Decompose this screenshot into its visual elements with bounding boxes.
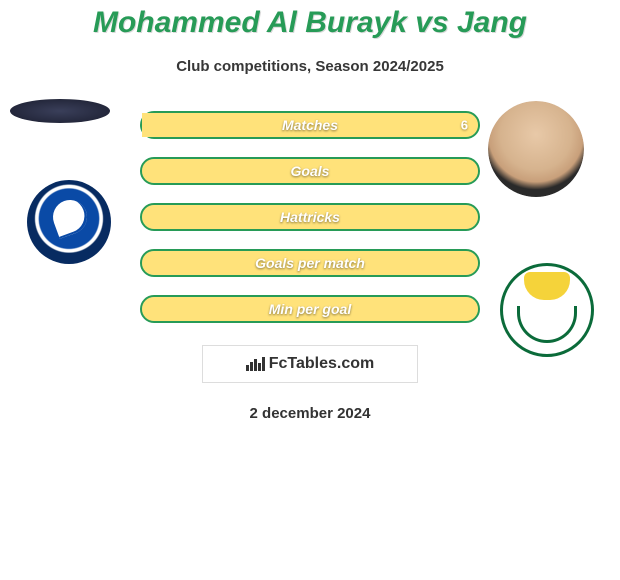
club-left-logo <box>20 173 118 271</box>
player-right-avatar <box>488 101 584 197</box>
club-right-logo <box>498 261 596 359</box>
stat-bars: 6 Matches Goals Hattricks Goals per match Min… <box>140 111 480 323</box>
player-left-avatar <box>10 99 110 123</box>
stat-label: Hattricks <box>280 209 340 225</box>
page-title: Mohammed Al Burayk vs Jang <box>0 0 620 40</box>
stat-bar: Goals <box>140 157 480 185</box>
comparison-chart: 6 Matches Goals Hattricks Goals per match Min… <box>0 111 620 323</box>
stat-value-right: 6 <box>461 118 468 133</box>
branding-badge: FcTables.com <box>202 345 418 383</box>
branding-text: FcTables.com <box>269 355 375 373</box>
stat-label: Min per goal <box>269 301 351 317</box>
stat-label: Goals per match <box>255 255 365 271</box>
stat-fill-right <box>310 159 478 183</box>
stat-bar: Goals per match <box>140 249 480 277</box>
stat-label: Goals <box>291 163 330 179</box>
stat-label: Matches <box>282 117 338 133</box>
barchart-icon <box>246 357 265 371</box>
stat-bar: Min per goal <box>140 295 480 323</box>
date-label: 2 december 2024 <box>0 405 620 422</box>
stat-bar: Hattricks <box>140 203 480 231</box>
stat-bar: 6 Matches <box>140 111 480 139</box>
subtitle: Club competitions, Season 2024/2025 <box>0 58 620 75</box>
stat-fill-left <box>142 159 310 183</box>
